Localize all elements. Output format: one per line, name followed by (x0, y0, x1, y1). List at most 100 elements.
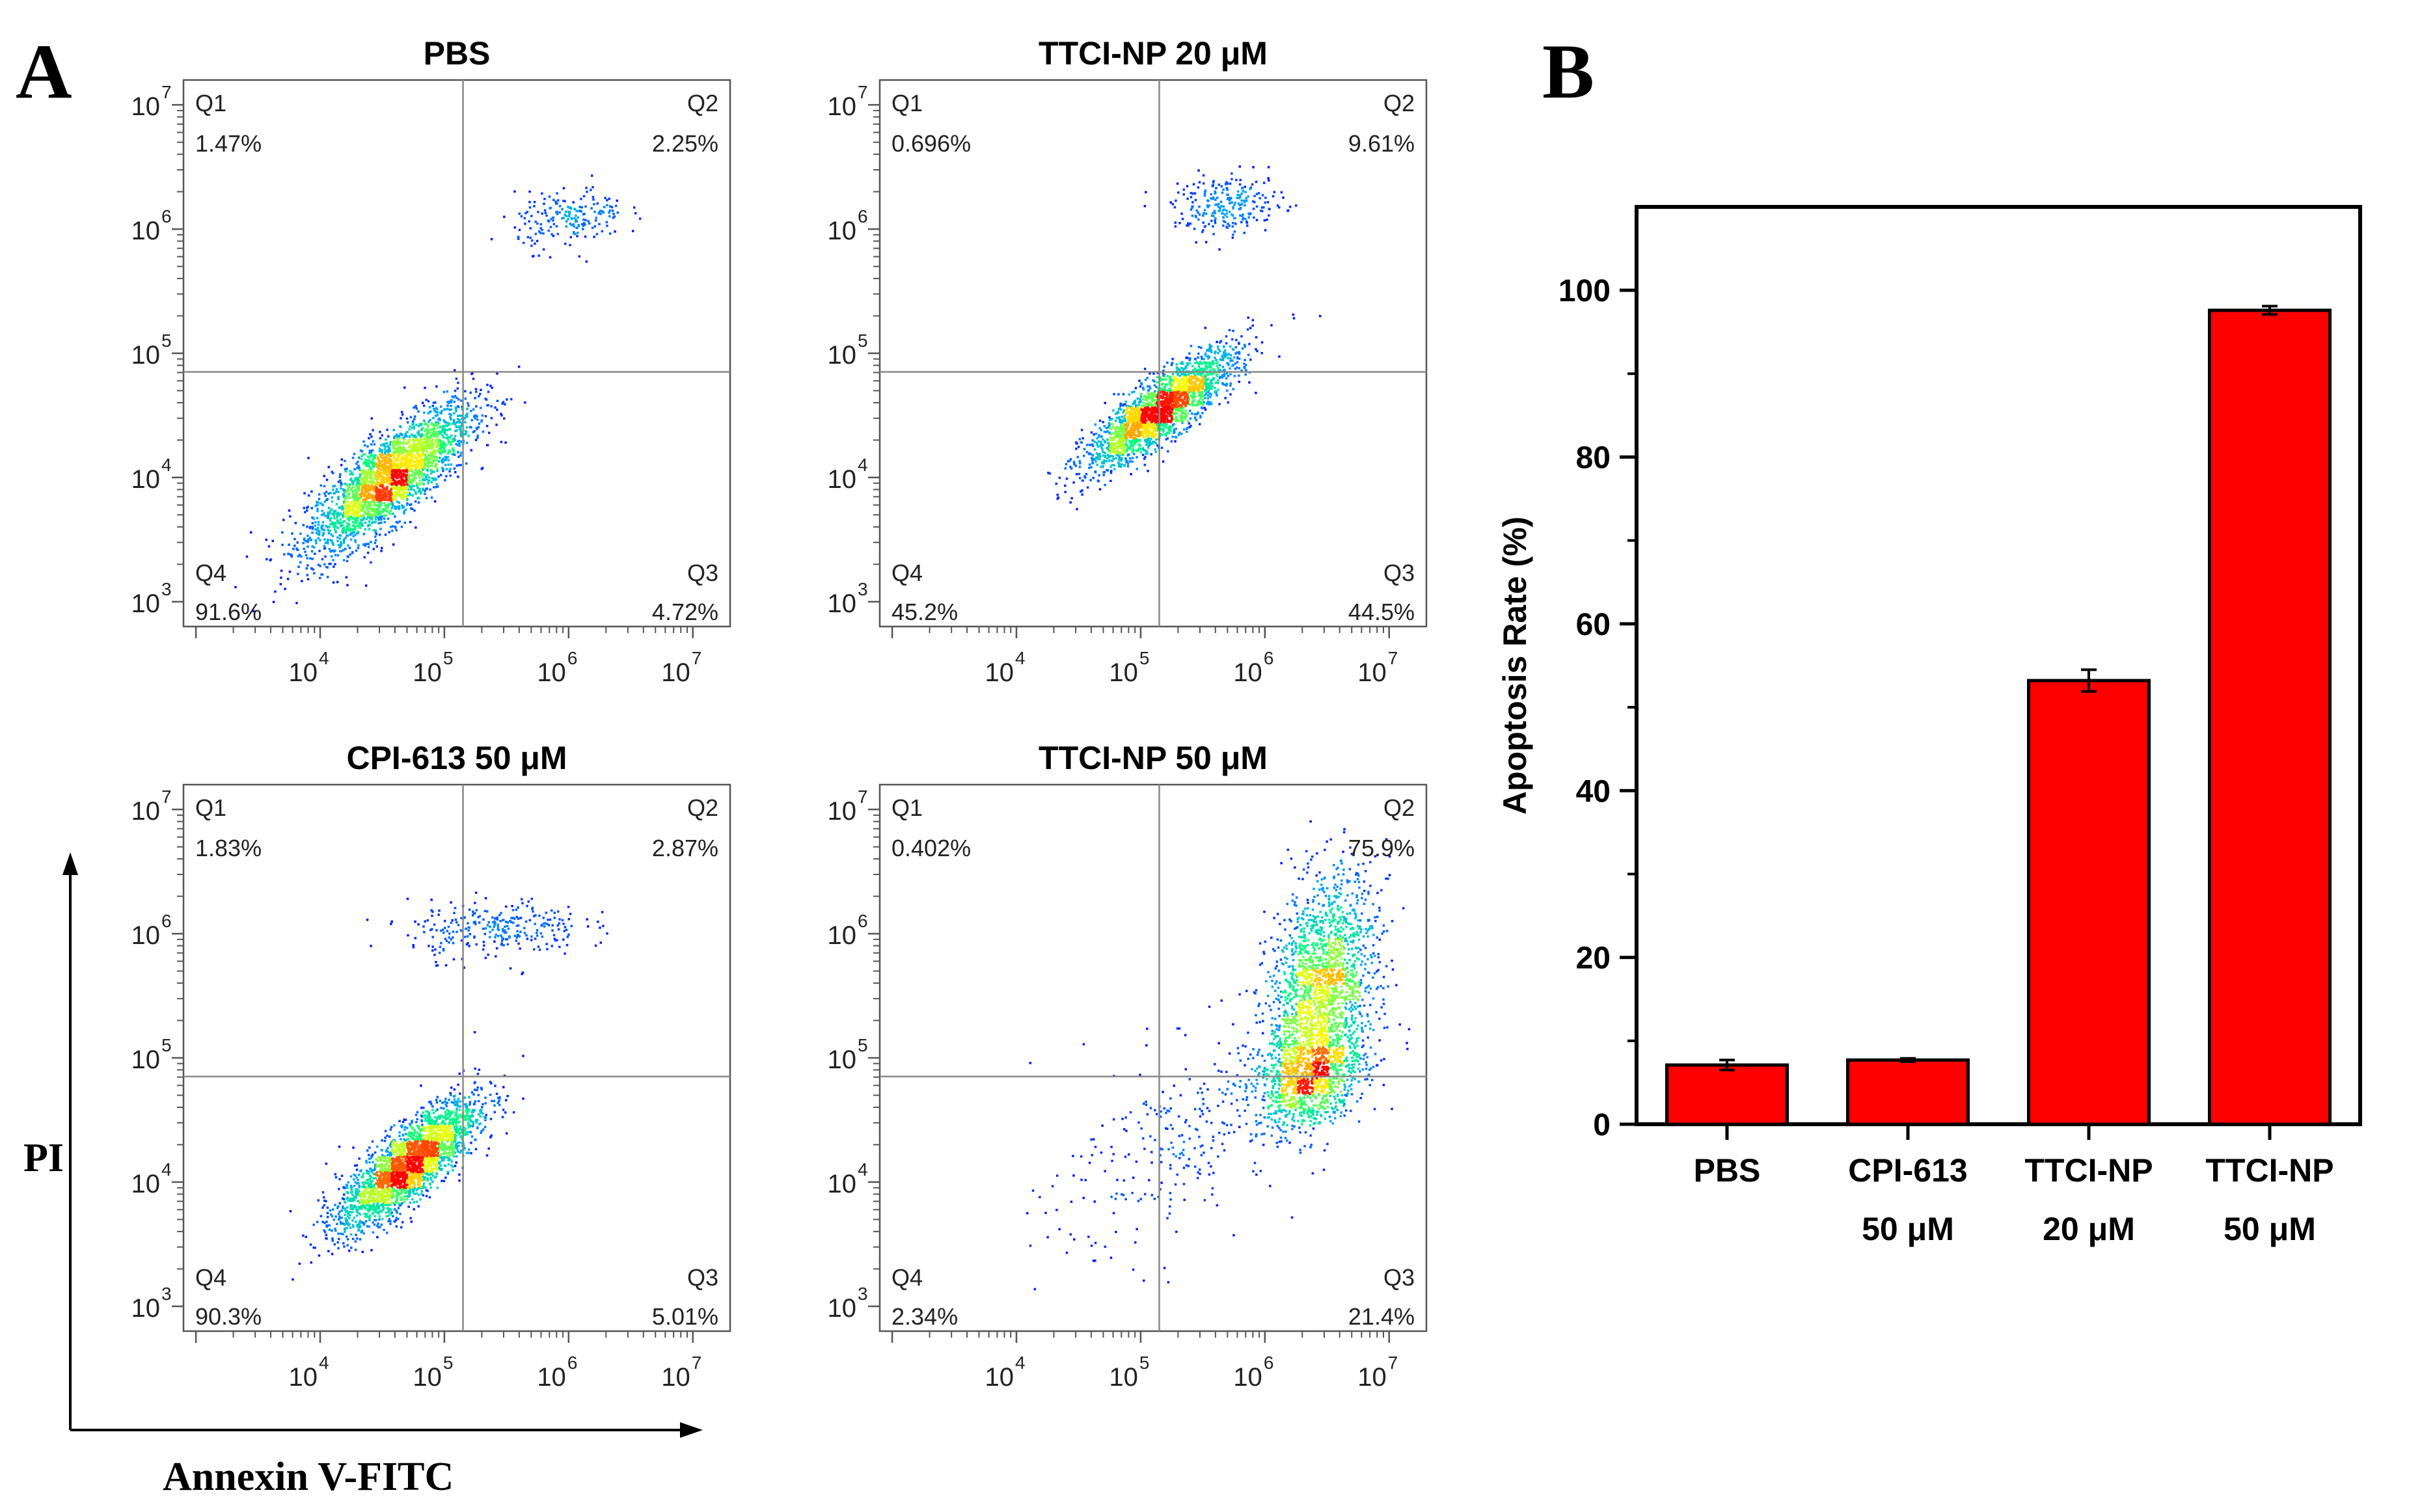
event-dot (433, 452, 437, 454)
event-dot (388, 494, 391, 498)
event-dot (419, 467, 422, 470)
event-dot (349, 532, 353, 535)
event-dot (1146, 422, 1149, 424)
event-dot (1180, 212, 1183, 215)
event-dot (403, 510, 405, 513)
event-dot (1210, 387, 1213, 390)
event-dot (310, 490, 313, 493)
pi-axis-label: PI (23, 1136, 64, 1180)
event-dot (439, 405, 442, 408)
event-dot (349, 472, 351, 476)
event-dot (1114, 435, 1117, 438)
event-dot (1255, 348, 1257, 351)
event-dot (1187, 380, 1190, 383)
event-dot (350, 477, 353, 480)
event-dot (526, 236, 530, 239)
event-dot (447, 423, 450, 426)
event-dot (362, 533, 365, 535)
event-dot (1221, 382, 1224, 385)
event-dot (548, 220, 551, 223)
event-dot (305, 554, 308, 557)
event-dot (1137, 429, 1140, 432)
event-dot (370, 484, 374, 487)
panel-a-label: A (16, 28, 72, 115)
event-dot (394, 458, 398, 461)
event-dot (434, 459, 437, 462)
event-dot (1261, 194, 1264, 196)
event-dot (346, 484, 348, 487)
event-dot (438, 431, 441, 433)
event-dot (1236, 196, 1239, 199)
event-dot (404, 474, 407, 477)
event-dot (392, 440, 394, 443)
event-dot (319, 576, 321, 580)
event-dot (1098, 427, 1101, 430)
event-dot (457, 418, 459, 420)
event-dot (1191, 400, 1194, 403)
event-dot (391, 444, 394, 447)
event-dot (585, 187, 588, 189)
event-dot (592, 198, 595, 201)
event-dot (1188, 373, 1190, 376)
event-dot (398, 489, 401, 491)
event-dot (400, 462, 403, 465)
event-dot (381, 453, 384, 457)
event-dot (1134, 438, 1137, 441)
event-dot (1199, 381, 1202, 384)
event-dot (1109, 448, 1111, 450)
event-dot (373, 503, 376, 506)
event-dot (1120, 438, 1123, 441)
event-dot (1128, 440, 1131, 442)
event-dot (1189, 409, 1191, 412)
event-dot (1108, 422, 1111, 425)
event-dot (561, 208, 564, 211)
event-dot (347, 519, 351, 522)
event-dot (1194, 373, 1197, 377)
event-dot (1109, 442, 1112, 445)
event-dot (1231, 359, 1234, 362)
event-dot (1154, 442, 1157, 445)
event-dot (1233, 217, 1236, 219)
event-dot (1096, 455, 1099, 459)
event-dot (1154, 450, 1157, 453)
event-dot (367, 523, 370, 526)
event-dot (444, 429, 447, 432)
event-dot (352, 529, 355, 532)
event-dot (365, 518, 368, 520)
event-dot (1252, 166, 1255, 169)
event-dot (1221, 191, 1224, 194)
event-dot (500, 414, 503, 417)
event-dot (1221, 357, 1225, 360)
event-dot (400, 496, 403, 499)
event-dot (433, 429, 435, 433)
event-dot (416, 487, 419, 489)
event-dot (372, 458, 374, 461)
event-dot (1131, 439, 1134, 442)
event-dot (372, 480, 374, 483)
event-dot (327, 529, 330, 532)
event-dot (1203, 407, 1206, 409)
event-dot (1191, 389, 1195, 392)
event-dot (370, 470, 373, 473)
event-dot (593, 225, 597, 228)
event-dot (1181, 362, 1184, 365)
event-dot (464, 433, 467, 436)
event-dot (1237, 202, 1240, 205)
event-dot (390, 493, 393, 495)
event-dot (327, 515, 330, 517)
event-dot (390, 471, 392, 474)
event-dot (401, 487, 404, 490)
event-dot (380, 483, 383, 485)
event-dot (340, 545, 342, 547)
event-dot (1124, 428, 1128, 431)
event-dot (317, 563, 320, 566)
event-dot (381, 472, 384, 475)
event-dot (433, 500, 437, 503)
event-dot (346, 494, 349, 498)
event-dot (1139, 444, 1141, 448)
event-dot (389, 509, 392, 513)
event-dot (1197, 186, 1200, 189)
event-dot (421, 453, 424, 456)
event-dot (1137, 401, 1141, 403)
event-dot (1185, 396, 1188, 398)
